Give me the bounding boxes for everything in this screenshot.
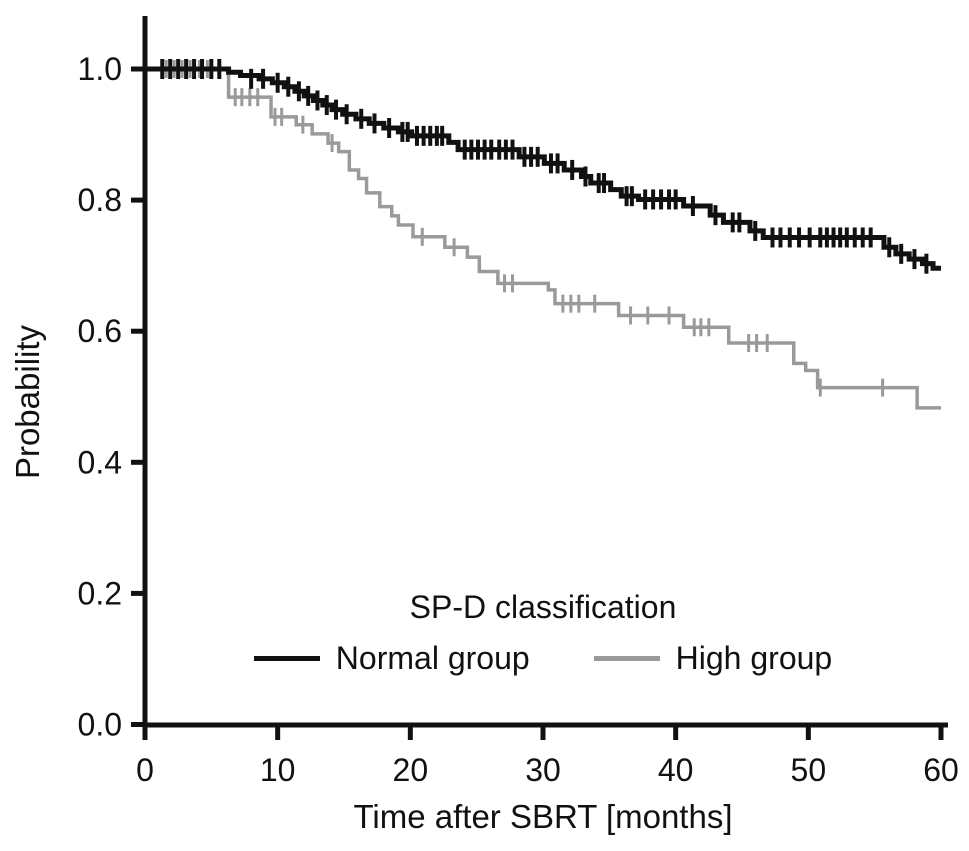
y-tick-label: 1.0 bbox=[78, 51, 122, 87]
x-axis-title: Time after SBRT [months] bbox=[353, 798, 733, 835]
high-group-curve bbox=[145, 67, 941, 410]
y-tick-label: 0.8 bbox=[78, 182, 122, 218]
normal-group-curve bbox=[145, 66, 941, 271]
legend-entry-normal-group: Normal group bbox=[253, 640, 530, 677]
x-tick-label: 10 bbox=[260, 752, 296, 788]
legend-entry-high-group: High group bbox=[593, 640, 833, 677]
legend-row: Normal group High group bbox=[253, 640, 833, 677]
x-tick-label: 60 bbox=[923, 752, 959, 788]
y-tick-label: 0.2 bbox=[78, 575, 122, 611]
normal-group-line-swatch bbox=[253, 656, 320, 661]
y-tick-label: 0.0 bbox=[78, 707, 122, 743]
legend-title: SP-D classification bbox=[409, 589, 677, 625]
y-tick-label: 0.4 bbox=[78, 444, 122, 480]
legend: SP-D classification Normal group High gr… bbox=[145, 589, 941, 677]
legend-label-normal-group: Normal group bbox=[335, 640, 530, 676]
high-group-line-swatch bbox=[593, 656, 660, 661]
x-tick-label: 0 bbox=[136, 752, 154, 788]
x-tick-label: 50 bbox=[791, 752, 827, 788]
y-axis-title: Probability bbox=[9, 324, 46, 480]
x-tick-label: 20 bbox=[393, 752, 429, 788]
x-tick-label: 40 bbox=[658, 752, 694, 788]
y-tick-label: 0.6 bbox=[78, 313, 122, 349]
legend-label-high-group: High group bbox=[675, 640, 833, 676]
x-tick-label: 30 bbox=[525, 752, 561, 788]
